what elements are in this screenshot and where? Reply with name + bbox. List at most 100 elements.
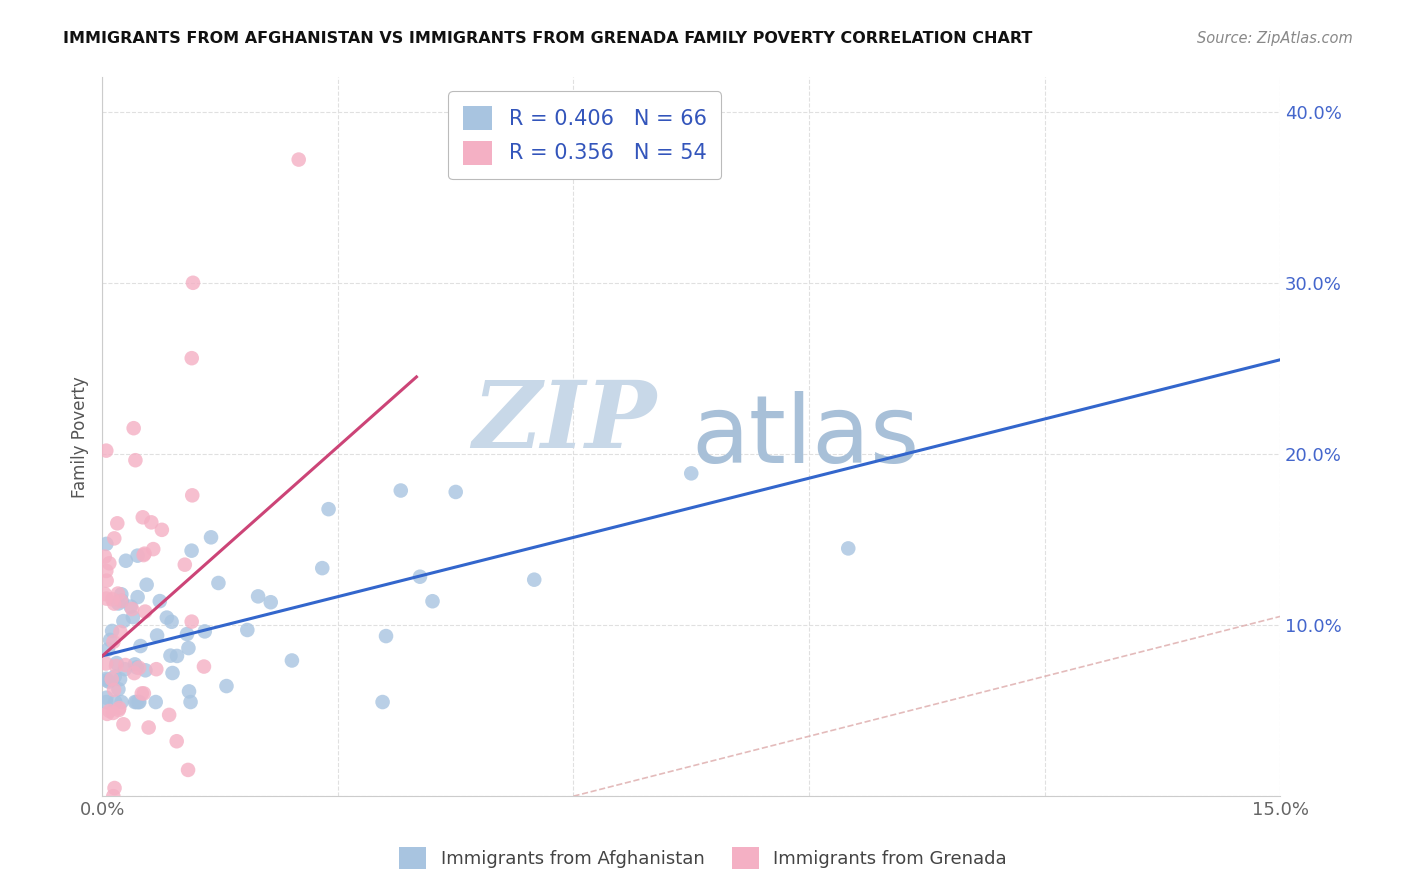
Point (110, 587, 132, 601)
Point (177, 684, 200, 698)
Point (134, 605, 156, 619)
Legend: Immigrants from Afghanistan, Immigrants from Grenada: Immigrants from Afghanistan, Immigrants … (392, 839, 1014, 876)
Point (114, 658, 136, 673)
Point (145, 695, 167, 709)
Point (311, 561, 333, 575)
Point (124, 695, 146, 709)
Point (120, 599, 142, 614)
Point (150, 523, 173, 537)
Point (98, 632, 121, 647)
Point (318, 502, 340, 516)
Point (114, 662, 136, 676)
Point (96, 443, 118, 458)
Point (103, 789, 125, 804)
Point (124, 453, 146, 467)
Point (96, 591, 118, 606)
Point (134, 547, 156, 561)
Point (444, 485, 467, 500)
Point (135, 578, 157, 592)
Point (96, 537, 118, 551)
Point (181, 488, 204, 502)
Point (132, 686, 155, 700)
Point (122, 421, 145, 435)
Point (236, 623, 259, 637)
Point (100, 672, 122, 686)
Point (122, 666, 145, 681)
Point (101, 624, 124, 638)
Point (110, 695, 132, 709)
Point (94, 587, 117, 601)
Point (375, 629, 398, 643)
Point (103, 597, 125, 611)
Point (112, 614, 135, 628)
Point (96, 672, 118, 686)
Point (681, 467, 703, 481)
Point (107, 682, 129, 697)
Point (115, 554, 138, 568)
Point (145, 662, 167, 676)
Point (247, 590, 270, 604)
Point (141, 516, 163, 530)
Point (125, 695, 148, 709)
Point (96, 690, 118, 705)
Point (121, 602, 143, 616)
Point (96, 574, 118, 588)
Point (409, 570, 432, 584)
Point (177, 641, 200, 656)
Point (105, 516, 128, 531)
Point (260, 595, 283, 609)
Point (162, 666, 184, 681)
Point (96, 673, 118, 688)
Point (132, 548, 155, 562)
Point (110, 594, 132, 608)
Point (180, 543, 202, 558)
Point (176, 627, 198, 641)
Point (128, 661, 150, 675)
Point (371, 695, 394, 709)
Point (98, 557, 121, 571)
Point (97, 674, 120, 689)
Point (166, 734, 188, 748)
Point (157, 707, 180, 722)
Point (105, 656, 128, 670)
Point (108, 672, 131, 686)
Point (837, 541, 859, 556)
Point (104, 669, 127, 683)
Point (96, 706, 118, 721)
Point (193, 659, 215, 673)
Point (105, 659, 128, 673)
Point (177, 763, 200, 777)
Point (422, 594, 444, 608)
Point (107, 597, 129, 611)
Point (523, 573, 546, 587)
Point (149, 594, 172, 608)
Point (134, 663, 156, 677)
Point (101, 592, 124, 607)
Point (166, 648, 188, 663)
Point (121, 610, 143, 624)
Point (215, 679, 238, 693)
Legend: R = 0.406   N = 66, R = 0.356   N = 54: R = 0.406 N = 66, R = 0.356 N = 54 (449, 92, 721, 179)
Point (103, 532, 125, 546)
Point (107, 586, 129, 600)
Point (131, 686, 153, 700)
Point (101, 706, 124, 720)
Point (129, 639, 152, 653)
Point (159, 648, 181, 663)
Point (111, 593, 134, 607)
Point (287, 153, 309, 167)
Point (180, 615, 202, 629)
Point (173, 558, 195, 572)
Point (98, 704, 121, 718)
Point (181, 276, 204, 290)
Text: atlas: atlas (692, 391, 920, 483)
Point (107, 703, 129, 717)
Point (128, 695, 150, 709)
Point (146, 628, 169, 642)
Point (110, 625, 132, 640)
Point (207, 576, 229, 591)
Y-axis label: Family Poverty: Family Poverty (72, 376, 89, 498)
Text: Source: ZipAtlas.com: Source: ZipAtlas.com (1197, 31, 1353, 46)
Point (125, 660, 148, 674)
Point (103, 682, 125, 697)
